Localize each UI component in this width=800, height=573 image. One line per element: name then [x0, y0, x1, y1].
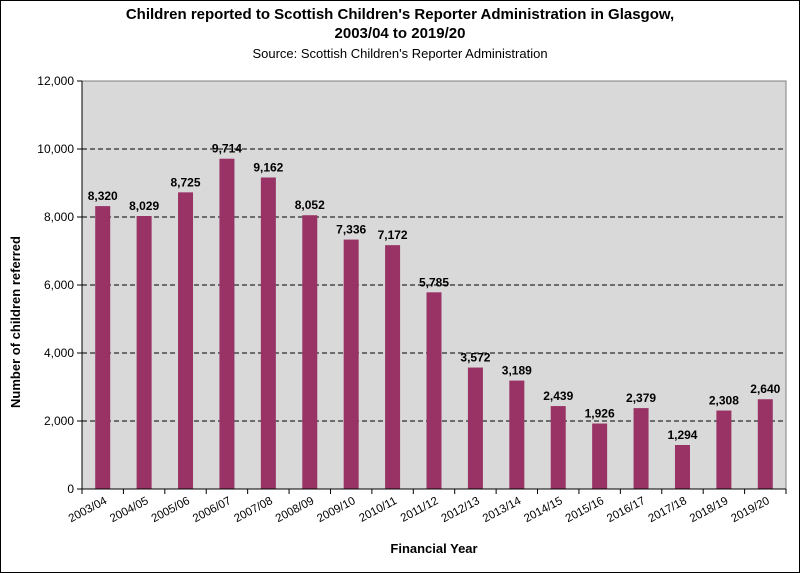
bar	[550, 406, 566, 489]
x-tick-label: 2012/13	[439, 495, 481, 525]
data-label: 2,379	[626, 391, 656, 405]
data-label: 2,640	[750, 382, 780, 396]
data-label: 5,785	[419, 275, 449, 289]
x-tick-label: 2009/10	[315, 495, 357, 525]
bar	[136, 216, 152, 489]
data-label: 9,162	[253, 160, 283, 174]
data-label: 8,725	[171, 175, 201, 189]
bar	[467, 367, 483, 489]
bar	[674, 445, 690, 489]
x-tick-label: 2014/15	[522, 495, 564, 525]
y-tick-label: 0	[67, 482, 74, 496]
bar	[385, 245, 401, 489]
chart-title-line2: 2003/04 to 2019/20	[334, 25, 466, 42]
bar	[343, 239, 359, 489]
chart-title-line1: Children reported to Scottish Children's…	[125, 6, 675, 23]
bar	[219, 158, 235, 489]
x-tick-label: 2011/12	[399, 495, 441, 525]
x-tick-label: 2015/16	[564, 495, 606, 525]
x-tick-label: 2007/08	[232, 495, 274, 525]
x-axis-label: Financial Year	[390, 541, 477, 556]
x-tick-label: 2004/05	[108, 495, 150, 525]
data-label: 1,926	[585, 407, 615, 421]
data-label: 3,572	[460, 351, 490, 365]
data-label: 2,439	[543, 389, 573, 403]
chart-subtitle: Source: Scottish Children's Reporter Adm…	[252, 46, 548, 61]
bar	[302, 215, 318, 489]
bar	[178, 192, 194, 489]
bar	[757, 399, 773, 489]
x-tick-label: 2010/11	[357, 495, 399, 525]
data-label: 7,336	[336, 223, 366, 237]
x-tick-label: 2003/04	[67, 495, 110, 525]
data-label: 8,052	[295, 198, 325, 212]
bar	[592, 423, 608, 489]
x-tick-label: 2013/14	[481, 495, 524, 525]
x-tick-label: 2005/06	[150, 495, 192, 525]
x-tick-label: 2006/07	[191, 495, 233, 525]
y-tick-label: 4,000	[44, 346, 74, 360]
data-label: 9,714	[212, 142, 242, 156]
data-label: 7,172	[378, 228, 408, 242]
data-label: 3,189	[502, 364, 532, 378]
y-tick-label: 12,000	[37, 74, 74, 88]
y-tick-label: 6,000	[44, 278, 74, 292]
data-label: 8,320	[88, 189, 118, 203]
x-tick-label: 2019/20	[729, 495, 771, 525]
x-tick-label: 2018/19	[688, 495, 730, 525]
x-tick-label: 2017/18	[647, 495, 689, 525]
y-tick-label: 2,000	[44, 414, 74, 428]
bar	[509, 380, 525, 489]
x-tick-label: 2016/17	[605, 495, 647, 525]
y-tick-label: 10,000	[37, 142, 74, 156]
bar	[426, 292, 442, 489]
bar	[716, 410, 732, 489]
bar	[260, 177, 276, 489]
x-tick-label: 2008/09	[274, 495, 316, 525]
data-label: 2,308	[709, 394, 739, 408]
data-label: 8,029	[129, 199, 159, 213]
y-tick-label: 8,000	[44, 210, 74, 224]
y-axis-label: Number of children referred	[8, 236, 23, 408]
bar	[633, 408, 649, 489]
data-label: 1,294	[667, 428, 697, 442]
bar	[95, 206, 111, 489]
